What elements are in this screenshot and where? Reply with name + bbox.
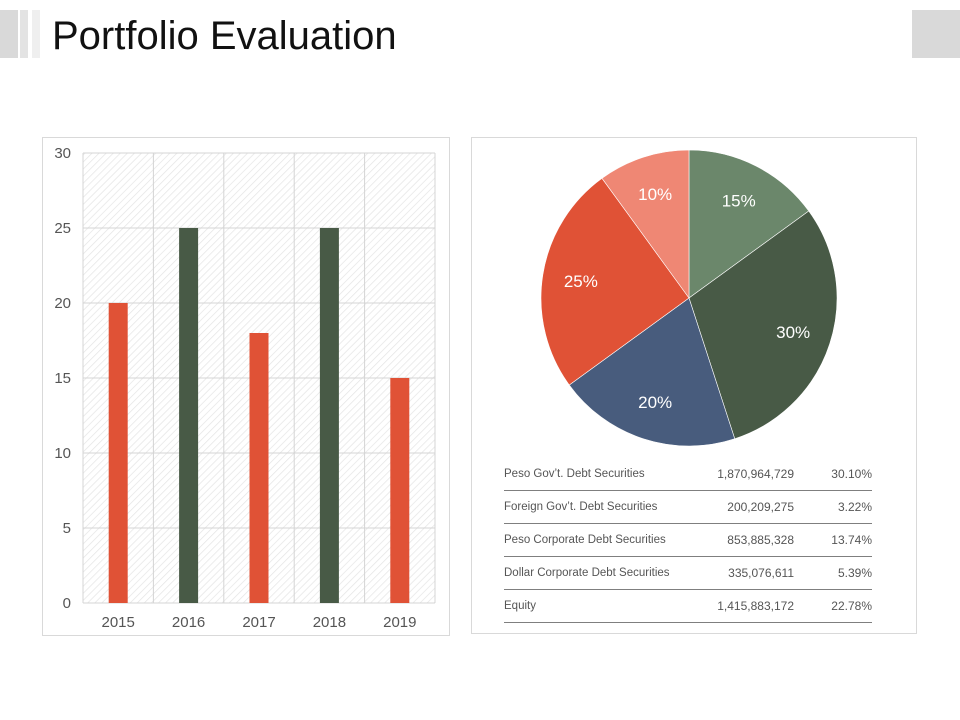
decorative-block-left [0, 10, 18, 58]
security-percent: 3.22% [796, 490, 872, 524]
security-name: Peso Gov’t. Debt Securities [504, 458, 702, 491]
y-tick-label: 0 [63, 595, 71, 612]
security-amount: 853,885,328 [701, 523, 796, 557]
security-percent: 30.10% [796, 458, 872, 491]
security-name: Foreign Gov’t. Debt Securities [504, 490, 702, 524]
bar-chart: 0 5 10 15 20 25 30 2015 2016 2017 2018 2019 [54, 145, 436, 631]
security-amount: 200,209,275 [701, 490, 796, 524]
security-amount: 335,076,611 [701, 556, 796, 590]
y-tick-label: 10 [54, 445, 71, 462]
y-tick-label: 15 [54, 370, 71, 387]
table-row: Dollar Corporate Debt Securities 335,076,… [504, 556, 872, 590]
x-tick-label: 2017 [242, 614, 275, 631]
pie-chart-panel: 15% 30% 20% 25% 10% Peso Gov’t. Debt Securit… [471, 137, 917, 634]
pie-slice-label: 30% [776, 323, 810, 342]
security-percent: 13.74% [796, 523, 872, 557]
table-row: Peso Gov’t. Debt Securities 1,870,964,729… [504, 458, 872, 491]
pie-slice-0 [688, 149, 810, 299]
pie-slice-1 [688, 210, 838, 440]
y-tick-label: 20 [54, 295, 71, 312]
security-name: Equity [504, 589, 702, 623]
x-tick-label: 2016 [172, 614, 205, 631]
security-percent: 22.78% [796, 589, 872, 623]
pie-slice-4 [601, 149, 690, 299]
y-tick-label: 5 [63, 520, 71, 537]
x-tick-label: 2019 [383, 614, 416, 631]
y-tick-label: 25 [54, 220, 71, 237]
pie-slice-3 [540, 177, 690, 386]
bar-chart-panel: 0 5 10 15 20 25 30 2015 2016 2017 2018 2019 [42, 137, 450, 636]
bar-2016 [179, 228, 199, 603]
pie-slice-2 [568, 297, 736, 447]
security-percent: 5.39% [796, 556, 872, 590]
table-row: Equity 1,415,883,172 22.78% [504, 589, 872, 623]
decorative-block-left-3 [32, 10, 40, 58]
security-name: Peso Corporate Debt Securities [504, 523, 702, 557]
pie-slice-label: 25% [564, 272, 598, 291]
page-title: Portfolio Evaluation [52, 14, 397, 58]
security-amount: 1,415,883,172 [701, 589, 796, 623]
security-name: Dollar Corporate Debt Securities [504, 556, 702, 590]
pie-slice-label: 15% [722, 191, 756, 210]
bar-2017 [249, 333, 269, 603]
table-row: Peso Corporate Debt Securities 853,885,32… [504, 523, 872, 557]
decorative-block-left-2 [20, 10, 28, 58]
bar-2019 [390, 378, 410, 603]
y-tick-label: 30 [54, 145, 71, 162]
bar-2018 [319, 228, 339, 603]
x-tick-label: 2018 [313, 614, 346, 631]
pie-slice-label: 10% [638, 185, 672, 204]
bar-2015 [108, 303, 128, 603]
table-row: Foreign Gov’t. Debt Securities 200,209,27… [504, 490, 872, 524]
decorative-block-right [912, 10, 960, 58]
holdings-table: Peso Gov’t. Debt Securities 1,870,964,729… [504, 458, 872, 623]
x-tick-label: 2015 [102, 614, 135, 631]
pie-slice-label: 20% [638, 393, 672, 412]
pie-chart: 15% 30% 20% 25% 10% [540, 149, 838, 447]
security-amount: 1,870,964,729 [701, 458, 796, 491]
